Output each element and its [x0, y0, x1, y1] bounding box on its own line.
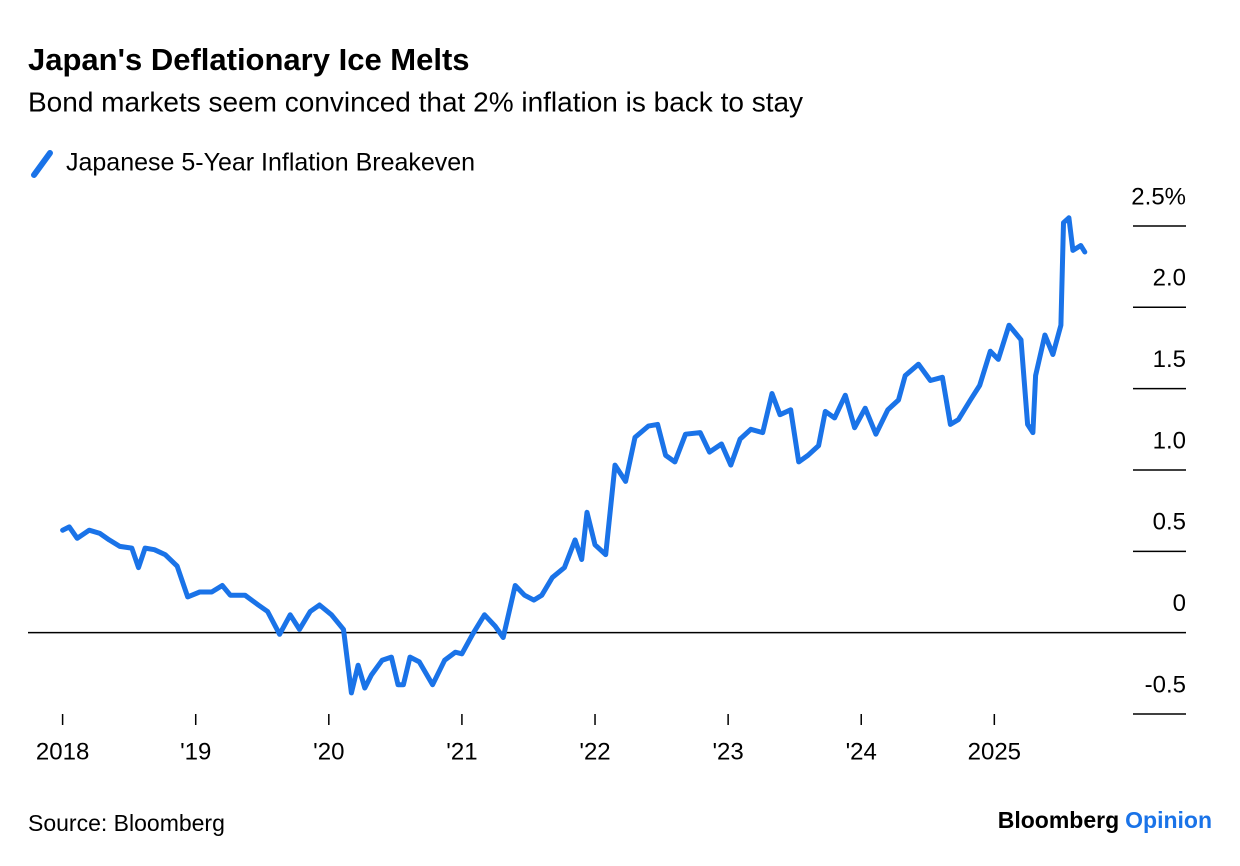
y-tick-label: 1.5 — [1153, 346, 1186, 373]
source: Source: Bloomberg — [28, 810, 225, 836]
x-tick-label: 2018 — [36, 738, 89, 765]
logo-product: Opinion — [1125, 807, 1212, 833]
y-tick-label: 2.0 — [1153, 265, 1186, 292]
legend-label: Japanese 5-Year Inflation Breakeven — [66, 149, 475, 177]
x-tick-label: '19 — [180, 738, 211, 765]
y-tick-label: 2.5% — [1131, 183, 1186, 210]
x-tick-label: '21 — [446, 738, 477, 765]
x-tick-label: '22 — [579, 738, 610, 765]
chart-subtitle: Bond markets seem convinced that 2% infl… — [28, 86, 803, 117]
logo-brand: Bloomberg — [998, 807, 1119, 833]
x-tick-label: '20 — [313, 738, 344, 765]
y-tick-label: 0 — [1173, 590, 1186, 617]
x-tick-label: '23 — [712, 738, 743, 765]
y-tick-label: 1.0 — [1153, 427, 1186, 454]
x-tick-label: '24 — [846, 738, 877, 765]
y-tick-label: -0.5 — [1145, 671, 1186, 698]
x-tick-label: 2025 — [968, 738, 1021, 765]
logo: Bloomberg Opinion — [998, 807, 1212, 833]
data-line — [60, 215, 1088, 696]
legend-swatch — [31, 150, 53, 178]
chart-title: Japan's Deflationary Ice Melts — [28, 42, 470, 77]
y-tick-label: 0.5 — [1153, 509, 1186, 536]
